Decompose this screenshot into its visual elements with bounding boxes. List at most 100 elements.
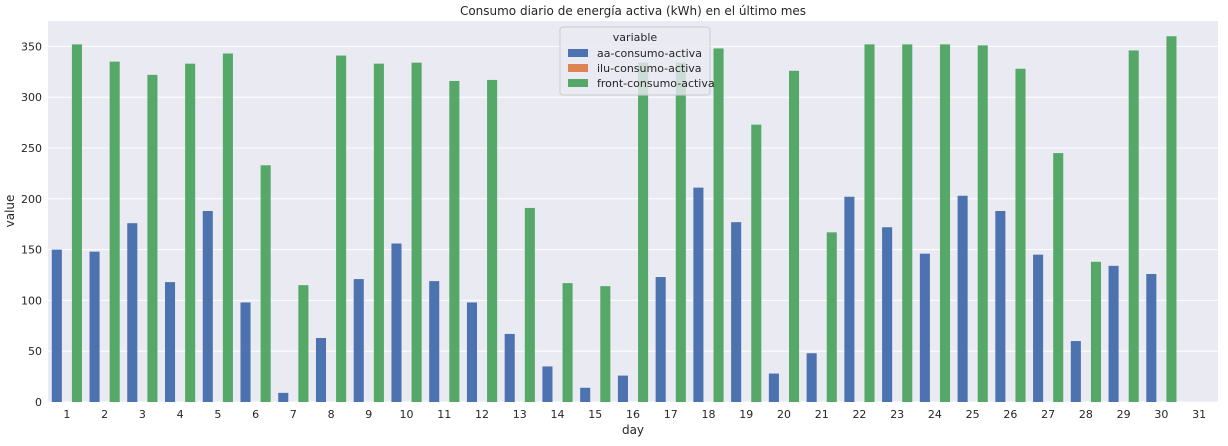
y-tick-label: 250: [21, 142, 42, 155]
bar: [919, 253, 930, 402]
bar: [429, 281, 440, 402]
bar: [731, 222, 742, 402]
bar: [882, 227, 893, 402]
y-tick-label: 150: [21, 244, 42, 257]
bar: [957, 195, 968, 402]
bar: [185, 63, 196, 403]
y-tick-label: 300: [21, 91, 42, 104]
bar: [240, 302, 251, 402]
bar: [51, 249, 62, 402]
legend-items: aa-consumo-activa ilu-consumo-activa front…: [568, 47, 715, 90]
x-tick-label: 8: [328, 408, 335, 421]
chart-title: Consumo diario de energía activa (kWh) e…: [460, 4, 806, 18]
legend-box: [559, 26, 711, 96]
bar: [562, 283, 573, 402]
bar: [89, 251, 100, 402]
bar: [222, 53, 233, 403]
x-tick-label: 15: [588, 408, 602, 421]
bar: [449, 80, 460, 402]
x-tick-label: 6: [252, 408, 259, 421]
y-tick-label: 350: [21, 40, 42, 53]
legend-label: aa-consumo-activa: [597, 47, 702, 60]
x-tick-label: 10: [400, 408, 414, 421]
bar: [1128, 50, 1139, 403]
bar: [373, 63, 384, 403]
legend-swatch: [568, 49, 588, 57]
bar: [127, 223, 138, 402]
bar: [751, 124, 762, 402]
x-tick-label: 7: [290, 408, 297, 421]
y-axis-ticks: 0 50 100 150 200 250 300 350: [21, 40, 42, 409]
bar: [391, 243, 402, 402]
bars: [51, 36, 1177, 403]
bar: [504, 333, 515, 402]
legend-title: variable: [613, 31, 658, 44]
bar: [524, 207, 535, 402]
x-tick-label: 20: [777, 408, 791, 421]
x-tick-label: 27: [1041, 408, 1055, 421]
y-tick-label: 0: [35, 396, 42, 409]
bar: [165, 282, 176, 402]
bar: [411, 62, 422, 402]
bar: [638, 62, 649, 402]
x-tick-label: 5: [214, 408, 221, 421]
bar: [995, 210, 1006, 402]
bar: [1146, 273, 1157, 402]
bar: [315, 337, 327, 402]
bar: [487, 79, 498, 402]
x-tick-label: 21: [815, 408, 829, 421]
bar: [789, 70, 800, 402]
x-tick-label: 1: [63, 408, 70, 421]
x-tick-label: 13: [513, 408, 527, 421]
x-tick-label: 22: [852, 408, 866, 421]
bar: [768, 373, 779, 402]
x-tick-label: 30: [1154, 408, 1168, 421]
bar: [1015, 68, 1026, 402]
bar: [336, 55, 347, 402]
bar: [939, 44, 951, 402]
x-tick-label: 16: [626, 408, 640, 421]
legend-label: ilu-consumo-activa: [597, 62, 702, 75]
y-tick-label: 100: [21, 294, 42, 307]
legend-label: front-consumo-activa: [597, 77, 715, 90]
bar: [580, 387, 591, 402]
bar: [71, 44, 82, 402]
legend-swatch: [568, 64, 588, 72]
x-tick-label: 3: [139, 408, 146, 421]
x-axis-label: day: [622, 423, 644, 437]
bar: [617, 375, 628, 402]
bar: [109, 61, 120, 402]
bar: [1090, 261, 1101, 402]
y-tick-label: 200: [21, 193, 42, 206]
legend: variable aa-consumo-activa ilu-consumo-ac…: [559, 26, 715, 96]
bar: [693, 187, 704, 402]
bar: [260, 165, 271, 402]
bar: [713, 48, 724, 402]
bar: [466, 302, 477, 402]
bar: [1108, 265, 1119, 402]
y-tick-label: 50: [28, 345, 42, 358]
legend-swatch: [568, 79, 588, 87]
bar: [844, 196, 855, 402]
bar: [1053, 153, 1064, 402]
x-tick-label: 29: [1117, 408, 1131, 421]
x-tick-label: 12: [475, 408, 489, 421]
bar: [600, 286, 611, 402]
x-tick-label: 17: [664, 408, 678, 421]
bar: [1166, 36, 1177, 403]
x-axis-ticks: 1 2 3 4 5 6 7 8 9 10 11 12 13 14 15 16 17 18 19 20 21 22 23 24 2…: [63, 408, 1206, 421]
bar: [353, 279, 364, 402]
bar: [1033, 254, 1044, 402]
bar: [655, 277, 666, 402]
x-tick-label: 25: [966, 408, 980, 421]
bar: [826, 232, 837, 402]
bar: [542, 366, 553, 402]
bar: [147, 74, 158, 403]
x-tick-label: 31: [1192, 408, 1206, 421]
bar: [902, 44, 913, 402]
bar: [298, 285, 309, 402]
bar: [278, 392, 289, 402]
x-tick-label: 19: [739, 408, 753, 421]
